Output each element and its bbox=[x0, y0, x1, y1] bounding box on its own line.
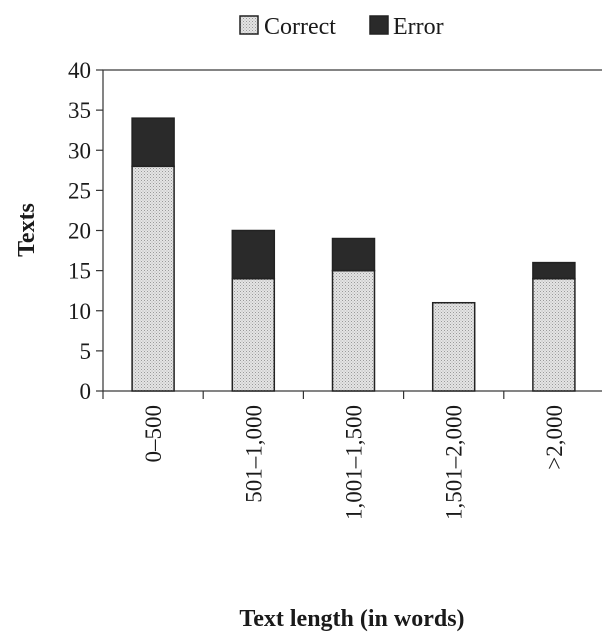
x-axis-label: Text length (in words) bbox=[239, 606, 464, 632]
bar-error bbox=[532, 261, 576, 280]
y-axis-label: Texts bbox=[14, 203, 40, 257]
legend-swatch-correct bbox=[239, 15, 259, 35]
legend-swatch-error bbox=[369, 15, 389, 35]
y-tick-label: 0 bbox=[80, 379, 92, 404]
x-tick-label: 1,001–1,500 bbox=[342, 405, 367, 520]
y-tick-label: 35 bbox=[68, 98, 91, 123]
y-tick-label: 10 bbox=[68, 299, 91, 324]
legend-label-error: Error bbox=[393, 14, 444, 40]
x-tick-label: >2,000 bbox=[542, 405, 567, 470]
legend: Correct Error bbox=[239, 14, 444, 40]
bar-correct bbox=[231, 277, 276, 392]
x-tick-label: 501–1,000 bbox=[241, 405, 266, 503]
x-tick-label: 1,501–2,000 bbox=[442, 405, 467, 520]
x-axis: 0–500 501–1,000 1,001–1,500 1,501–2,000 >2,0… bbox=[102, 391, 567, 520]
x-tick-label: 0–500 bbox=[141, 405, 166, 463]
bar-correct bbox=[431, 301, 476, 392]
y-tick-label: 25 bbox=[68, 178, 91, 203]
legend-label-correct: Correct bbox=[264, 14, 336, 40]
bar-error bbox=[331, 237, 376, 272]
bar-correct bbox=[331, 269, 376, 392]
y-tick-label: 40 bbox=[68, 58, 91, 83]
bar-correct bbox=[532, 277, 576, 392]
bars bbox=[131, 117, 576, 392]
y-tick-label: 5 bbox=[80, 339, 92, 364]
bar-error bbox=[131, 117, 175, 168]
y-axis: 0 5 10 15 20 25 30 35 40 bbox=[68, 58, 103, 404]
y-tick-label: 30 bbox=[68, 138, 91, 163]
bar-error bbox=[231, 229, 276, 280]
bar-correct bbox=[131, 165, 175, 392]
y-tick-label: 20 bbox=[68, 219, 91, 244]
y-tick-label: 15 bbox=[68, 259, 91, 284]
